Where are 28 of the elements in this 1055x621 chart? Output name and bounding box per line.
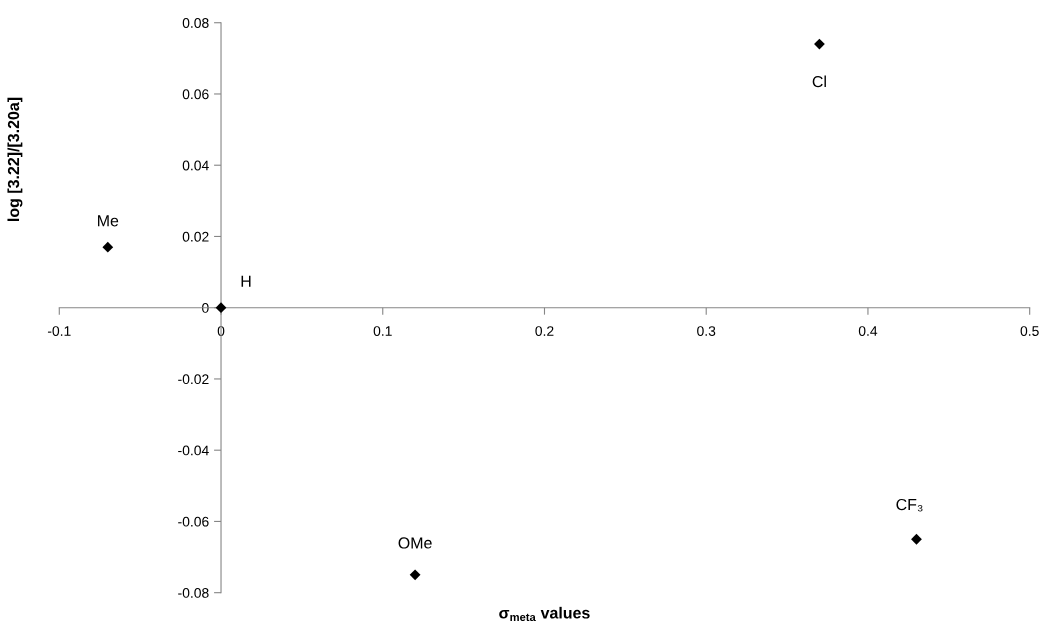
- x-tick-label: 0.3: [697, 326, 716, 336]
- y-tick-label: -0.04: [178, 445, 209, 456]
- point: [814, 38, 825, 50]
- y-tick-label: -0.06: [178, 516, 209, 527]
- annotation: H: [241, 275, 251, 287]
- x-tick-label: 0.4: [858, 326, 878, 336]
- y-tick-label: 0: [202, 303, 209, 313]
- point: [409, 569, 421, 581]
- x-tick-label: 0.5: [1020, 326, 1039, 336]
- y-tick-label: -0.02: [178, 374, 209, 385]
- y-tick-label: -0.08: [178, 588, 209, 598]
- annotation: OMe: [398, 537, 432, 549]
- annotation: CF₃: [896, 498, 923, 512]
- point: [215, 302, 227, 314]
- x-tick-label: -0.1: [47, 326, 71, 336]
- y-tick-label: 0.04: [182, 160, 209, 171]
- x-tick-label: 0.2: [535, 326, 554, 336]
- point: [102, 241, 114, 253]
- x-tick-label: 0.1: [373, 326, 392, 336]
- y-axis-title: log [3.22]/[3.20a]: [7, 97, 23, 221]
- annotation: Cl: [812, 75, 826, 88]
- x-tick-label: 0: [217, 326, 225, 336]
- point: [911, 533, 922, 545]
- annotation: Me: [98, 215, 119, 227]
- y-tick-label: 0.02: [182, 231, 209, 242]
- y-tick-label: 0.06: [182, 89, 209, 100]
- x-axis-title: σ$_{meta}$ values: [499, 606, 590, 621]
- y-tick-label: 0.08: [182, 18, 209, 28]
